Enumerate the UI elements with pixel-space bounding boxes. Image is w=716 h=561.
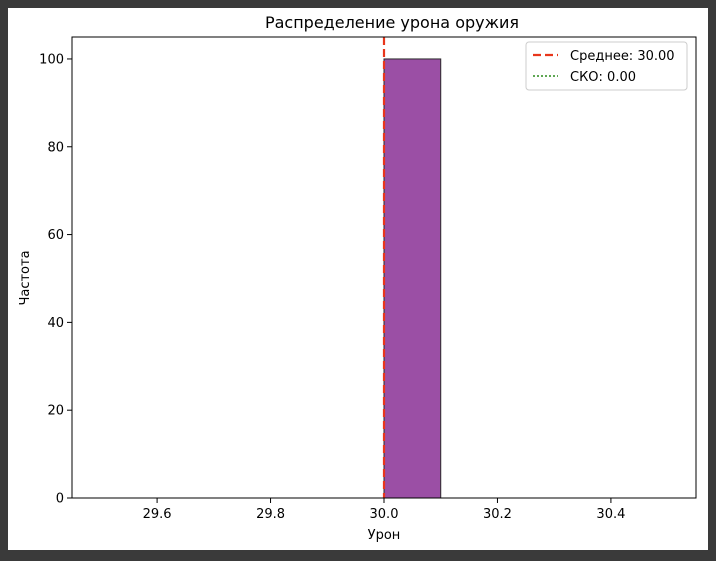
- x-tick-label: 30.0: [370, 507, 399, 522]
- x-tick-label: 30.4: [596, 507, 625, 522]
- y-tick-label: 20: [47, 404, 64, 419]
- histogram-chart: Распределение урона оружия 29.6 29.8 30.0 3…: [18, 13, 697, 543]
- legend-mean-label: Среднее: 30.00: [570, 49, 675, 64]
- legend: Среднее: 30.00 СКО: 0.00: [525, 41, 688, 91]
- chart-figure: Распределение урона оружия 29.6 29.8 30.0 3…: [8, 8, 708, 550]
- x-tick-label: 29.6: [143, 507, 172, 522]
- y-axis-label: Частота: [18, 250, 33, 305]
- y-tick-label: 80: [47, 140, 64, 155]
- legend-std-label: СКО: 0.00: [570, 70, 636, 85]
- chart-title: Распределение урона оружия: [265, 13, 519, 32]
- y-tick-label: 0: [56, 492, 64, 507]
- histogram-bar: [383, 58, 442, 499]
- x-tick-label: 29.8: [256, 507, 285, 522]
- legend-box: [525, 41, 688, 91]
- x-axis-label: Урон: [368, 528, 401, 543]
- x-tick-label: 30.2: [483, 507, 512, 522]
- y-tick-label: 60: [47, 228, 64, 243]
- y-tick-label: 40: [47, 316, 64, 331]
- y-tick-label: 100: [39, 52, 64, 67]
